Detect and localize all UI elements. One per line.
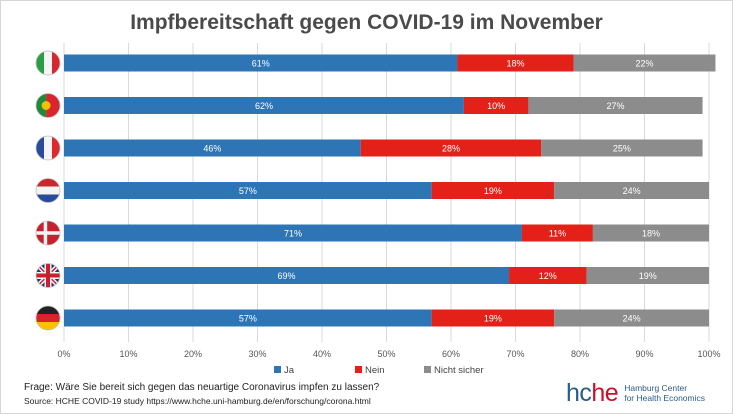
data-label: 28% <box>442 144 460 154</box>
data-label: 57% <box>239 186 257 196</box>
bar-segment <box>431 182 555 199</box>
chart-title: Impfbereitschaft gegen COVID-19 im Novem… <box>130 11 603 34</box>
bar-segment <box>431 309 555 327</box>
data-label: 24% <box>623 314 641 324</box>
x-tick-label: 20% <box>184 349 202 359</box>
data-label: 19% <box>484 186 502 196</box>
data-label: 19% <box>484 314 502 324</box>
logo-line2: for Health Economics <box>624 393 706 403</box>
data-label: 18% <box>506 59 524 69</box>
bar-segment <box>554 309 709 327</box>
bar-segment <box>592 224 709 242</box>
bar-segment <box>64 54 458 72</box>
x-tick-label: 100% <box>697 349 720 359</box>
data-label: 24% <box>623 186 641 196</box>
logo-line1: Hamburg Center <box>624 383 688 393</box>
bar-segment <box>509 267 587 284</box>
logo-word-b: he <box>591 378 619 407</box>
data-label: 10% <box>487 101 505 111</box>
bar-segment <box>541 139 703 157</box>
bar-segment <box>64 97 464 114</box>
bar-segment <box>64 224 522 242</box>
data-label: 22% <box>635 59 653 69</box>
flag-italy-icon <box>35 50 61 76</box>
data-label: 46% <box>203 144 221 154</box>
flag-germany-icon <box>35 305 61 331</box>
logo-word-a: hc <box>566 378 592 407</box>
data-label: 71% <box>284 229 302 239</box>
x-tick-label: 40% <box>313 349 331 359</box>
bar-segment <box>463 97 529 114</box>
data-label: 19% <box>639 271 657 281</box>
data-label: 27% <box>606 101 624 111</box>
legend-label: Ja <box>284 365 295 376</box>
legend-swatch <box>355 366 362 373</box>
x-tick-label: 90% <box>635 349 653 359</box>
source-note: Source: HCHE COVID-19 study https://www.… <box>24 396 371 406</box>
x-tick-label: 50% <box>377 349 395 359</box>
bar-segment <box>457 54 574 72</box>
bar-segment <box>573 54 716 72</box>
legend-label: Nicht sicher <box>434 365 484 376</box>
flag-denmark-icon <box>35 220 61 246</box>
data-label: 12% <box>539 271 557 281</box>
flag-portugal-icon <box>35 93 61 118</box>
legend-swatch <box>424 366 431 373</box>
bar-segment <box>64 182 432 199</box>
flag-netherlands-icon <box>35 178 61 203</box>
x-tick-label: 80% <box>571 349 589 359</box>
bar-segment <box>64 267 510 284</box>
data-label: 69% <box>278 271 296 281</box>
data-label: 25% <box>613 144 631 154</box>
bar-segment <box>521 224 593 242</box>
logo-text: Hamburg Center for Health Economics <box>624 383 705 403</box>
bar-segment <box>64 309 432 327</box>
data-label: 18% <box>642 229 660 239</box>
logo-wordmark: hche <box>566 378 619 408</box>
x-tick-label: 70% <box>506 349 524 359</box>
data-label: 62% <box>255 101 273 111</box>
bar-segment <box>360 139 542 157</box>
data-label: 57% <box>239 314 257 324</box>
bar-segment <box>586 267 709 284</box>
bar-segment <box>64 139 361 157</box>
x-tick-label: 0% <box>57 349 70 359</box>
x-tick-label: 10% <box>119 349 137 359</box>
flag-uk-icon <box>35 263 61 288</box>
data-label: 61% <box>252 59 270 69</box>
legend-swatch <box>274 366 281 373</box>
hche-logo: hche Hamburg Center for Health Economics <box>566 377 705 409</box>
legend-label: Nein <box>365 365 385 376</box>
survey-question: Frage: Wäre Sie bereit sich gegen das ne… <box>24 382 380 393</box>
bar-segment <box>554 182 709 199</box>
flag-france-icon <box>35 135 61 161</box>
data-label: 11% <box>549 229 566 239</box>
bar-segment <box>528 97 703 114</box>
x-tick-label: 30% <box>248 349 266 359</box>
x-tick-label: 60% <box>442 349 460 359</box>
